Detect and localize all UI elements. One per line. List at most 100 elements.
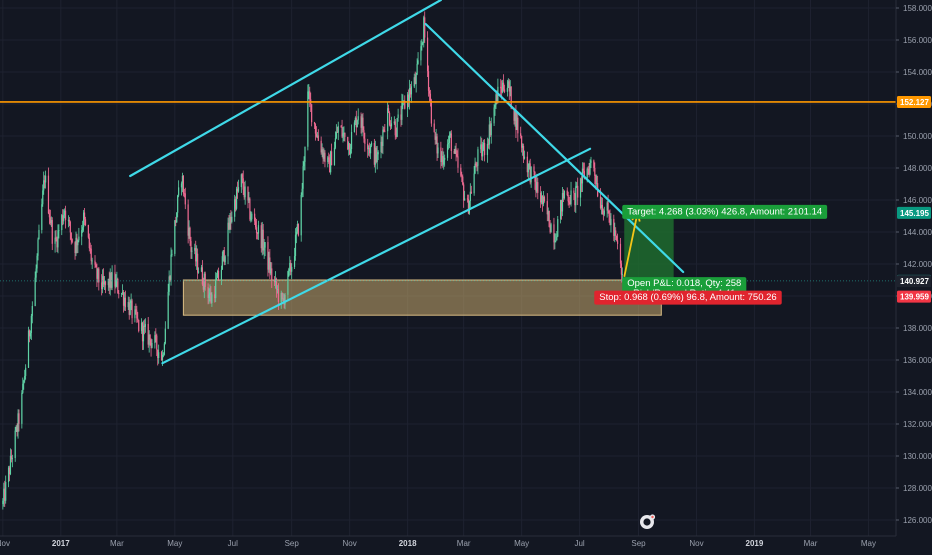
candle-body	[533, 166, 535, 172]
candle-body	[176, 212, 178, 223]
candle-body	[163, 343, 165, 355]
candle-body	[429, 93, 432, 101]
candle-body	[443, 159, 445, 165]
candle-body	[502, 82, 504, 93]
candle-body	[496, 94, 498, 103]
candle-body	[461, 175, 463, 177]
candle-body	[122, 292, 125, 306]
candle-body	[29, 332, 32, 337]
candle-body	[202, 284, 204, 290]
candle-body	[470, 191, 472, 194]
candle-body	[427, 71, 430, 91]
candle-body	[493, 107, 495, 124]
candle-body	[562, 193, 565, 199]
candle-body	[394, 121, 396, 136]
candle-body	[188, 227, 190, 236]
candle-body	[367, 143, 369, 150]
projection-arrow-shaft	[623, 212, 639, 277]
level-price-tag-text: 152.127	[900, 98, 929, 107]
candle-body	[151, 343, 153, 348]
candle-body	[436, 136, 438, 154]
candle-body	[251, 213, 253, 220]
x-tick-label: Jul	[228, 539, 238, 548]
candle-body	[41, 204, 43, 230]
candle-body	[441, 156, 443, 162]
candle-body	[25, 367, 27, 376]
candle-body	[600, 205, 603, 209]
candle-body	[84, 219, 87, 225]
candle-body	[523, 156, 526, 159]
candle-body	[270, 268, 272, 274]
candle-body	[241, 174, 243, 179]
candle-body	[464, 198, 466, 201]
candle-body	[381, 141, 383, 146]
y-tick-label: 144.000	[903, 228, 932, 237]
candle-body	[49, 217, 51, 224]
candle-body	[177, 195, 179, 213]
candle-body	[521, 135, 523, 148]
candle-body	[337, 126, 339, 133]
candle-body	[69, 221, 71, 233]
candle-body	[448, 135, 451, 143]
candle-body	[442, 156, 444, 165]
candle-body	[579, 178, 582, 198]
y-tick-label: 158.000	[903, 4, 932, 13]
candle-body	[2, 500, 4, 504]
candle-body	[308, 91, 310, 93]
y-tick-label: 136.000	[903, 356, 932, 365]
x-tick-label: Sep	[631, 539, 646, 548]
candle-body	[148, 334, 150, 345]
candle-body	[27, 330, 30, 368]
candle-body	[330, 151, 332, 173]
candle-body	[8, 467, 11, 475]
candle-body	[356, 120, 358, 128]
candle-body	[477, 149, 479, 166]
candle-body	[360, 116, 362, 128]
candle-body	[361, 117, 363, 128]
candle-body	[70, 232, 72, 240]
candle-body	[389, 124, 392, 127]
open-pnl-text: Open P&L: 0.018, Qty: 258	[627, 278, 741, 289]
candle-body	[4, 488, 6, 501]
candle-body	[135, 309, 137, 311]
price-tag-3	[897, 290, 931, 303]
candle-body	[374, 147, 376, 165]
candle-body	[56, 238, 58, 248]
candle-body	[516, 117, 518, 130]
candle-body	[444, 157, 446, 160]
candle-body	[549, 226, 551, 233]
candle-body	[437, 147, 439, 154]
candle-body	[559, 200, 562, 220]
candle-body	[207, 286, 209, 298]
candle-body	[314, 124, 317, 134]
candle-body	[501, 88, 503, 93]
candle-body	[64, 210, 67, 220]
candle-body	[109, 273, 111, 288]
candle-body	[450, 133, 452, 152]
candle-body	[223, 250, 225, 263]
candle-body	[502, 82, 505, 90]
candle-body	[537, 182, 539, 193]
candle-body	[324, 152, 326, 163]
candle-body	[521, 145, 524, 148]
y-tick-label: 126.000	[903, 516, 932, 525]
candle-body	[344, 132, 346, 137]
candle-body	[284, 294, 286, 305]
candle-body	[31, 306, 33, 316]
candle-body	[396, 118, 398, 137]
candle-body	[214, 294, 216, 299]
candle-body	[529, 163, 531, 183]
candle-body	[588, 169, 590, 175]
candle-body	[262, 229, 264, 251]
candle-body	[601, 205, 604, 214]
candle-body	[216, 277, 218, 280]
candle-body	[355, 117, 357, 128]
candle-body	[216, 270, 219, 278]
candle-body	[540, 195, 543, 203]
candle-body	[83, 212, 86, 220]
candle-body	[557, 219, 559, 237]
candle-body	[348, 143, 350, 150]
candle-body	[434, 132, 436, 140]
